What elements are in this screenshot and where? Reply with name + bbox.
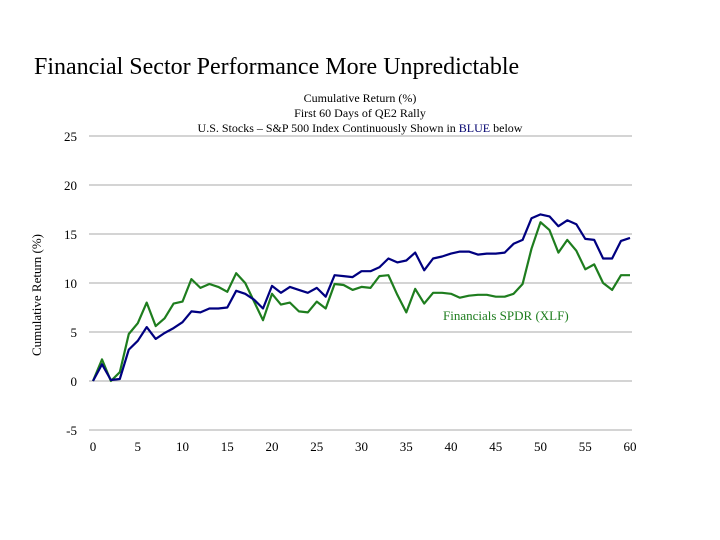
y-tick-label: 20 xyxy=(64,178,77,193)
y-tick-label: 15 xyxy=(64,227,77,242)
x-tick-label: 10 xyxy=(176,439,189,454)
gridlines xyxy=(89,135,632,431)
x-tick-label: 15 xyxy=(221,439,234,454)
subtitle-blue-word: BLUE xyxy=(458,121,491,135)
y-tick-labels: 25 20 15 10 5 0 -5 xyxy=(64,129,77,438)
x-tick-labels: 0 5 10 15 20 25 30 35 40 45 50 55 60 xyxy=(90,439,637,454)
x-tick-label: 20 xyxy=(266,439,279,454)
x-tick-label: 50 xyxy=(534,439,547,454)
x-tick-label: 30 xyxy=(355,439,368,454)
x-tick-label: 35 xyxy=(400,439,413,454)
y-axis-label: Cumulative Return (%) xyxy=(29,234,44,356)
y-tick-label: 10 xyxy=(64,276,77,291)
x-tick-label: 45 xyxy=(489,439,502,454)
x-tick-label: 55 xyxy=(579,439,592,454)
series-lines xyxy=(91,213,631,383)
chart-subtitle-line-2: First 60 Days of QE2 Rally xyxy=(294,106,426,120)
subtitle-text-before: U.S. Stocks – S&P 500 Index Continuously… xyxy=(197,121,459,135)
x-tick-label: 0 xyxy=(90,439,97,454)
chart-subtitle-line-1: Cumulative Return (%) xyxy=(303,91,417,105)
x-tick-label: 60 xyxy=(624,439,637,454)
y-tick-label: -5 xyxy=(66,423,77,438)
y-tick-label: 25 xyxy=(64,129,77,144)
series-label-xlf: Financials SPDR (XLF) xyxy=(443,308,569,323)
chart-subtitle-line-3: U.S. Stocks – S&P 500 Index Continuously… xyxy=(0,121,720,136)
x-tick-label: 40 xyxy=(445,439,458,454)
x-tick-label: 5 xyxy=(135,439,142,454)
y-tick-label: 5 xyxy=(71,325,78,340)
page-title: Financial Sector Performance More Unpred… xyxy=(34,54,520,80)
subtitle-text-after: below xyxy=(490,121,523,135)
x-tick-label: 25 xyxy=(310,439,323,454)
series-line-sp500 xyxy=(92,213,631,382)
series-line-xlf xyxy=(91,221,630,383)
y-tick-label: 0 xyxy=(71,374,78,389)
